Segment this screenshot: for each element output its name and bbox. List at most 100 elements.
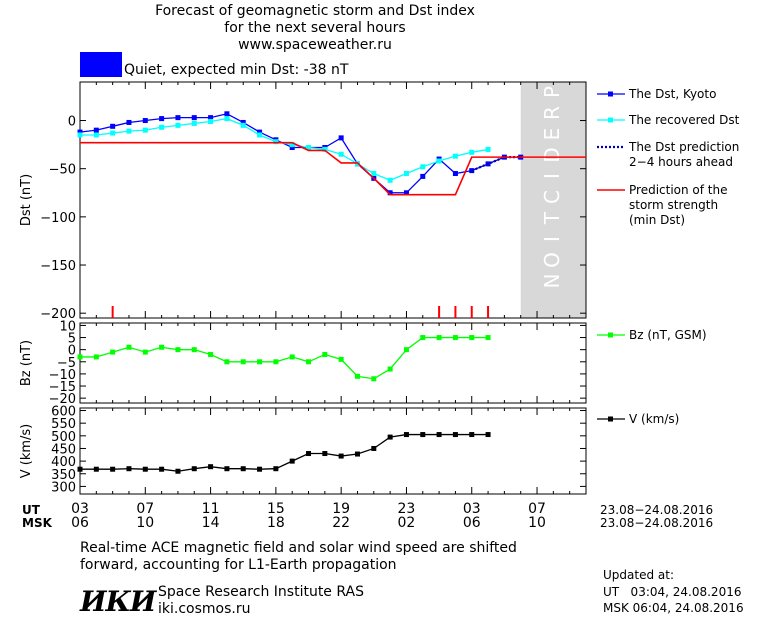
- data-point: [469, 149, 475, 155]
- data-point: [338, 453, 344, 459]
- y-tick-label: 0: [68, 115, 76, 130]
- y-tick-label: 400: [51, 455, 76, 470]
- data-point: [338, 356, 344, 362]
- data-point: [452, 432, 458, 438]
- chart-title-line1: Forecast of geomagnetic storm and Dst in…: [155, 3, 475, 19]
- data-point: [93, 127, 99, 133]
- data-point: [354, 373, 360, 379]
- legend-label: The Dst, Kyoto: [628, 87, 716, 101]
- y-tick-label: 10: [59, 319, 76, 334]
- ut-date-range: 23.08−24.08.2016: [600, 503, 714, 517]
- legend-marker: [608, 117, 613, 123]
- legend-marker: [608, 416, 613, 422]
- legend-label: (min Dst): [629, 213, 685, 227]
- legend-label: 2−4 hours ahead: [629, 155, 733, 169]
- prediction-label-letter: D: [540, 147, 564, 162]
- data-point: [159, 466, 165, 472]
- data-point: [191, 120, 197, 126]
- data-point: [159, 344, 165, 350]
- y-tick-label: −100: [40, 211, 76, 226]
- site-url: www.spaceweather.ru: [238, 37, 392, 53]
- y-tick-label: −10: [49, 368, 76, 383]
- data-point: [436, 158, 442, 164]
- institute-link[interactable]: iki.cosmos.ru: [158, 601, 251, 617]
- data-point: [126, 128, 132, 134]
- legend-label: Prediction of the: [629, 183, 728, 197]
- data-point: [485, 146, 491, 152]
- prediction-label-letter: O: [540, 252, 564, 268]
- data-point: [257, 359, 263, 365]
- data-point: [110, 123, 116, 129]
- data-point: [240, 466, 246, 472]
- ut-tick-label: 07: [136, 501, 155, 517]
- data-point: [191, 115, 197, 121]
- prediction-label-letter: R: [540, 106, 564, 120]
- ut-tick-label: 03: [462, 501, 481, 517]
- msk-tick-label: 06: [462, 515, 481, 531]
- data-point: [338, 151, 344, 157]
- y-axis-label: Dst (nT): [19, 174, 34, 226]
- msk-tick-label: 18: [266, 515, 285, 531]
- legend-marker: [608, 91, 613, 97]
- prediction-label-letter: I: [540, 236, 564, 242]
- y-tick-label: −15: [49, 380, 76, 395]
- footnote-line2: forward, accounting for L1-Earth propaga…: [80, 557, 397, 573]
- prediction-label-letter: N: [540, 274, 564, 289]
- data-point: [371, 445, 377, 451]
- data-point: [371, 376, 377, 382]
- updated-msk: MSK 06:04, 24.08.2016: [603, 601, 744, 615]
- data-point: [387, 366, 393, 372]
- data-point: [175, 468, 181, 474]
- data-point: [142, 127, 148, 133]
- data-point: [485, 432, 491, 438]
- legend-marker: [608, 332, 613, 338]
- data-point: [273, 139, 279, 145]
- msk-date-range: 23.08−24.08.2016: [600, 516, 714, 530]
- series-line: [80, 117, 489, 181]
- series-line: [471, 156, 521, 172]
- data-point: [191, 347, 197, 353]
- y-tick-label: −200: [40, 307, 76, 322]
- legend-label: V (km/s): [629, 412, 679, 426]
- data-point: [322, 451, 328, 457]
- data-point: [273, 466, 279, 472]
- panel-frame: [79, 81, 587, 319]
- ut-tick-label: 23: [397, 501, 416, 517]
- prediction-label-letter: T: [540, 211, 564, 225]
- data-point: [208, 464, 214, 470]
- data-point: [403, 347, 409, 353]
- data-point: [208, 115, 214, 121]
- data-point: [420, 173, 426, 179]
- ut-tick-label: 19: [332, 501, 351, 517]
- data-point: [257, 132, 263, 138]
- chart-title-line2: for the next several hours: [224, 20, 406, 36]
- series-line: [79, 113, 521, 194]
- prediction-band: [520, 82, 586, 318]
- data-point: [371, 171, 377, 177]
- ut-tick-label: 07: [528, 501, 546, 517]
- data-point: [77, 466, 83, 472]
- data-point: [93, 354, 99, 360]
- data-point: [224, 466, 230, 472]
- data-point: [240, 122, 246, 128]
- data-point: [469, 432, 475, 438]
- series-line: [80, 336, 489, 380]
- data-point: [142, 466, 148, 472]
- data-point: [159, 116, 165, 122]
- panel-frame: [79, 407, 587, 495]
- updated-label: Updated at:: [603, 568, 674, 582]
- legend: The Dst, Kyoto The recovered Dst The Dst p…: [597, 87, 740, 426]
- data-point: [93, 132, 99, 138]
- data-point: [126, 344, 132, 350]
- y-tick-label: −50: [49, 163, 76, 178]
- data-point: [322, 352, 328, 358]
- data-point: [110, 349, 116, 355]
- y-tick-label: 350: [51, 468, 76, 483]
- data-point: [452, 153, 458, 159]
- y-tick-label: 600: [51, 405, 76, 420]
- legend-label: The Dst prediction: [628, 140, 739, 154]
- y-tick-label: 450: [51, 442, 76, 457]
- y-tick-label: −20: [49, 392, 76, 407]
